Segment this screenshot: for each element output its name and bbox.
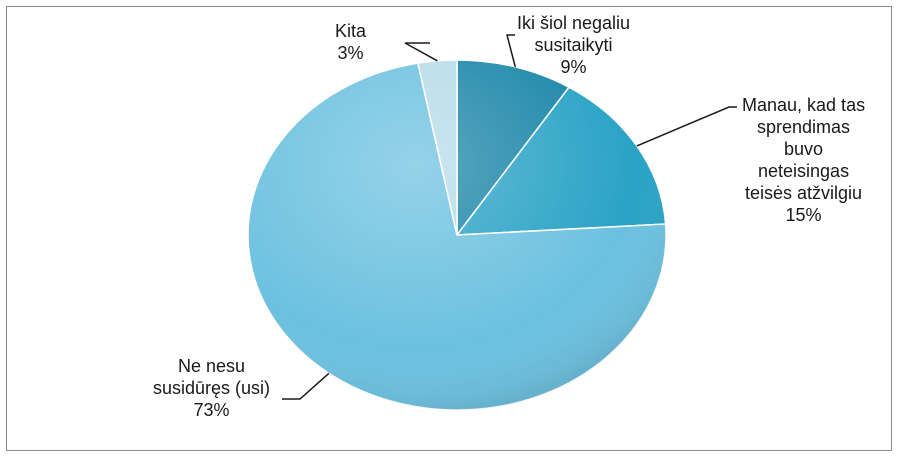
slice-3-name: Ne nesu susidūręs (usi) (153, 356, 271, 398)
leader-line-2 (636, 106, 737, 147)
slice-1-name: Iki šiol negaliu susitaikyti (517, 13, 631, 55)
leader-line-4 (404, 42, 438, 62)
data-label-slice-1: Iki šiol negaliu susitaikyti 9% (517, 12, 630, 78)
data-label-slice-3: Ne nesu susidūręs (usi) 73% (153, 355, 270, 421)
leader-line-3 (282, 372, 330, 400)
slice-3-percent: 73% (193, 400, 230, 420)
leader-line-1 (506, 34, 517, 68)
slice-1-percent: 9% (560, 57, 587, 77)
slice-2-percent: 15% (785, 205, 822, 225)
slice-4-percent: 3% (337, 43, 364, 63)
slice-2-name: Manau, kad tas sprendimas buvo neteising… (742, 95, 866, 203)
data-label-slice-4: Kita 3% (335, 20, 366, 64)
leader-lines (282, 34, 737, 400)
pie-chart (247, 34, 737, 411)
slice-4-name: Kita (335, 21, 367, 41)
data-label-slice-2: Manau, kad tas sprendimas buvo neteising… (742, 94, 865, 226)
chart-area: Iki šiol negaliu susitaikyti 9% Manau, k… (6, 6, 892, 451)
pie-slices (247, 59, 667, 411)
